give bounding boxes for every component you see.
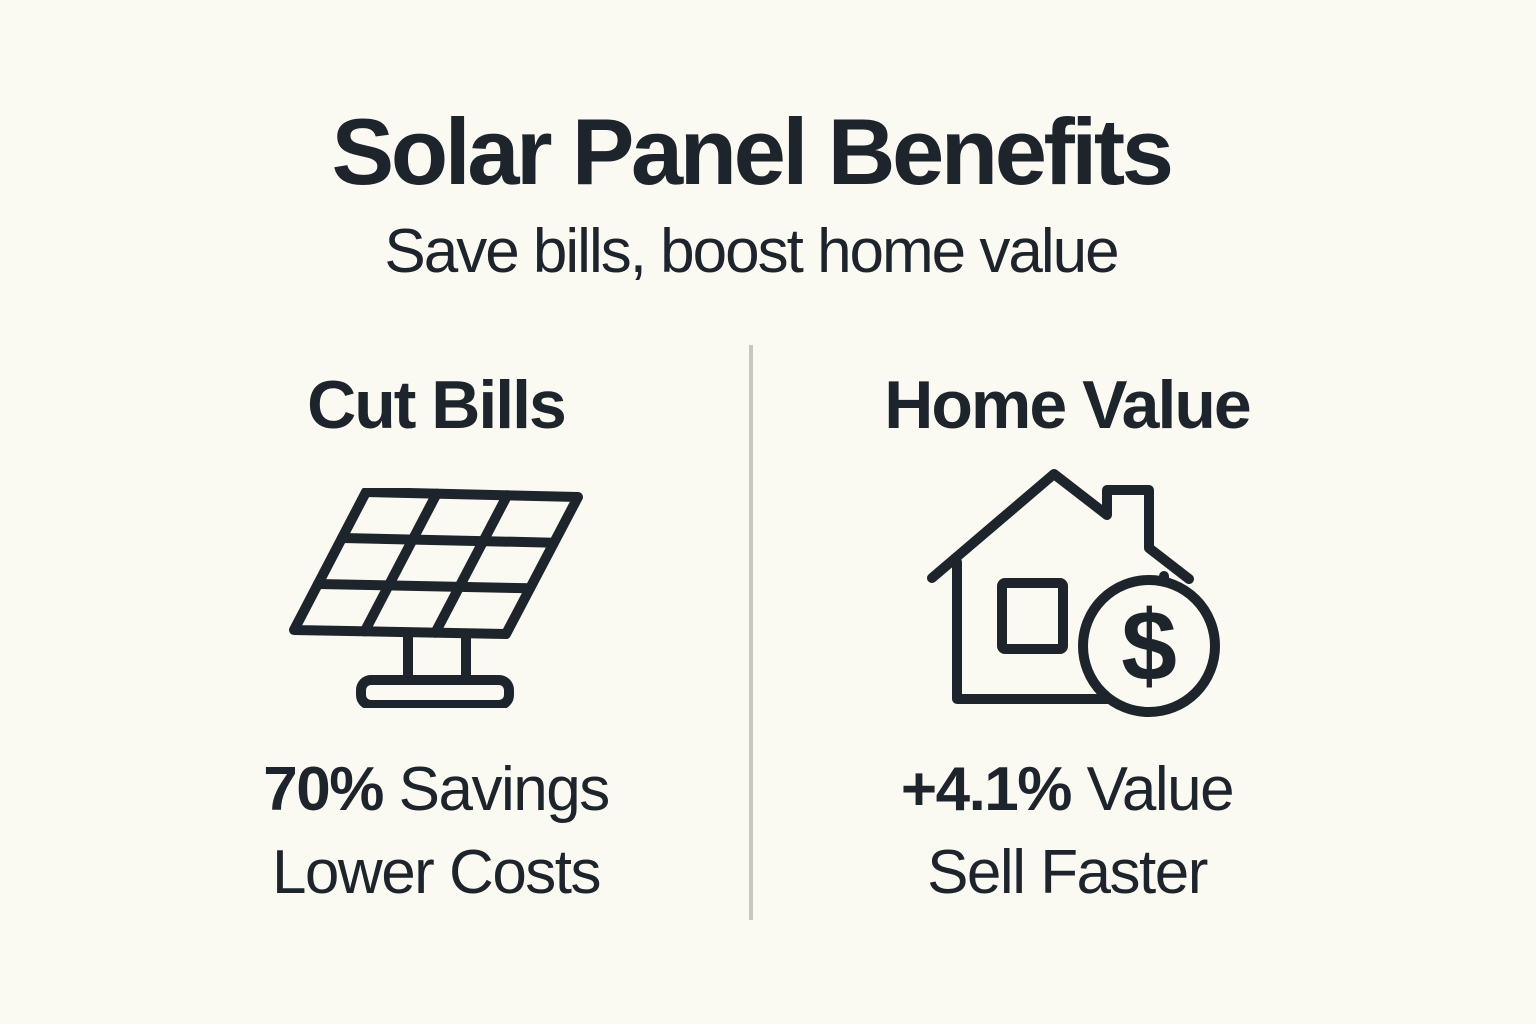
page-title: Solar Panel Benefits xyxy=(331,99,1174,204)
column-heading: Home Value xyxy=(884,367,1252,443)
solar-panel-icon xyxy=(289,488,583,708)
page-subtitle: Save bills, boost home value xyxy=(384,217,1119,286)
icon-slot xyxy=(136,488,736,708)
column-stats: +4.1% Value Sell Faster xyxy=(767,748,1367,914)
stat-label: Savings xyxy=(398,755,611,824)
stat-value: +4.1% xyxy=(900,755,1073,824)
solar-panel-base xyxy=(356,675,514,708)
column-heading: Cut Bills xyxy=(307,367,567,443)
house-dollar-icon: $ xyxy=(927,469,1220,717)
house-roof-chimney xyxy=(927,469,1194,584)
stat-label: Value xyxy=(1086,755,1235,824)
column-cut-bills: Cut Bills 70% Savings Lower Cost xyxy=(136,360,736,920)
dollar-sign: $ xyxy=(1121,590,1177,702)
solar-panel-sheet xyxy=(289,488,583,639)
solar-panel-grid xyxy=(313,488,559,638)
icon-slot: $ xyxy=(767,466,1367,718)
column-stats: 70% Savings Lower Costs xyxy=(136,748,736,914)
stat-line-1: 70% Savings xyxy=(136,748,736,831)
stat-line-2: Sell Faster xyxy=(927,838,1208,907)
dollar-circle xyxy=(1078,575,1220,717)
stat-line-1: +4.1% Value xyxy=(767,748,1367,831)
stat-line-2: Lower Costs xyxy=(271,838,602,907)
house-window xyxy=(997,578,1068,654)
stat-value: 70% xyxy=(263,755,384,824)
column-home-value: Home Value $ +4.1% Value Sell Faster xyxy=(767,360,1367,920)
column-divider xyxy=(749,345,753,920)
